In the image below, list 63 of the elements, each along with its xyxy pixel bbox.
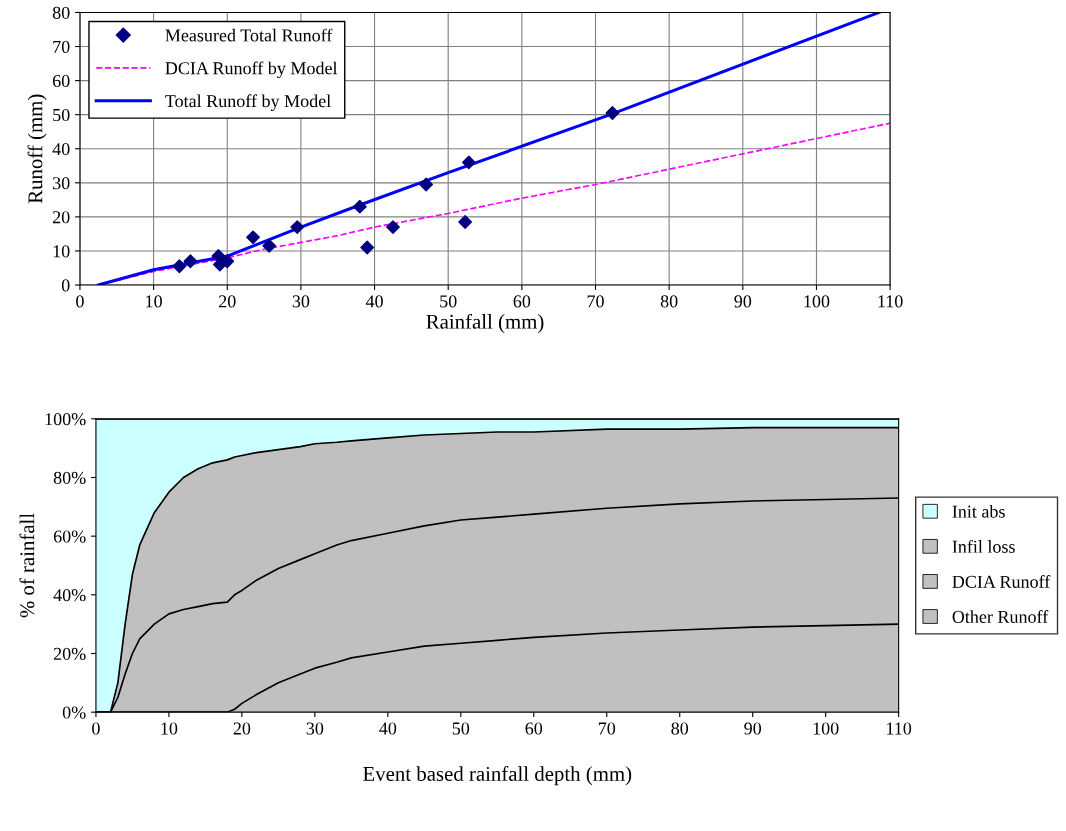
legend-label: DCIA Runoff by Model (165, 61, 338, 79)
point (386, 220, 400, 235)
point (246, 230, 260, 245)
x-tick-label: 10 (161, 722, 178, 735)
y-tick-label: 0% (62, 706, 86, 719)
x-axis-title: Event based rainfall depth (mm) (363, 766, 632, 786)
x-tick-label: 60 (513, 295, 531, 308)
line-series (96, 12, 881, 286)
point (352, 199, 367, 214)
point (220, 254, 235, 269)
y-tick-label: 50 (53, 108, 70, 122)
x-tick-label: 70 (587, 295, 604, 308)
point (458, 215, 473, 229)
y-tick-label: 10 (53, 245, 70, 258)
x-tick-label: 0 (92, 722, 100, 735)
x-tick-label: 20 (219, 295, 236, 308)
y-tick-label: 80 (52, 6, 70, 19)
point (290, 220, 305, 235)
x-tick-label: 100 (804, 295, 830, 308)
x-tick-label: 110 (887, 722, 912, 735)
point (262, 238, 277, 253)
x-tick-label: 30 (292, 295, 310, 308)
y-tick-label: 20 (52, 211, 70, 224)
y-tick-label: 40% (53, 589, 86, 602)
y-axis-title: Runoff (mm) (27, 94, 47, 204)
legend-label: Other Runoff (952, 610, 1049, 623)
point (360, 240, 375, 255)
y-tick-label: 0 (61, 279, 70, 292)
x-tick-label: 110 (878, 295, 903, 308)
x-tick-label: 30 (306, 722, 324, 735)
legend-label: Measured Total Runoff (165, 28, 333, 42)
point (605, 106, 620, 120)
x-tick-label: 40 (379, 722, 397, 735)
point (183, 254, 198, 269)
x-tick-label: 70 (598, 722, 616, 735)
y-tick-label: 20% (53, 647, 86, 660)
y-tick-label: 40 (52, 143, 70, 156)
point (172, 259, 187, 274)
x-tick-label: 100 (813, 722, 839, 735)
y-tick-label: 80% (53, 471, 86, 484)
x-tick-label: 50 (440, 295, 457, 308)
legend-label: Total Runoff by Model (165, 94, 331, 111)
x-tick-label: 10 (146, 295, 162, 308)
legend-label: Init abs (952, 505, 1005, 518)
x-tick-label: 90 (744, 722, 762, 735)
x-tick-label: 90 (734, 295, 752, 308)
x-tick-label: 80 (671, 722, 689, 735)
point (461, 155, 476, 170)
legend-label: Infil loss (952, 539, 1015, 553)
x-tick-label: 80 (660, 295, 678, 308)
y-tick-label: 70 (53, 40, 70, 53)
y-tick-label: 60 (52, 74, 70, 88)
legend-label: DCIA Runoff (952, 574, 1051, 588)
x-tick-label: 20 (233, 722, 251, 735)
y-axis-title: % of rainfall (19, 513, 35, 618)
point (419, 177, 434, 192)
x-tick-label: 60 (525, 722, 543, 735)
x-tick-label: 40 (365, 295, 383, 308)
x-tick-label: 50 (452, 722, 470, 735)
x-axis-title: Rainfall (mm) (426, 313, 544, 334)
y-tick-label: 60% (53, 530, 86, 543)
y-tick-label: 30 (53, 177, 70, 190)
y-tick-label: 100% (45, 413, 86, 426)
